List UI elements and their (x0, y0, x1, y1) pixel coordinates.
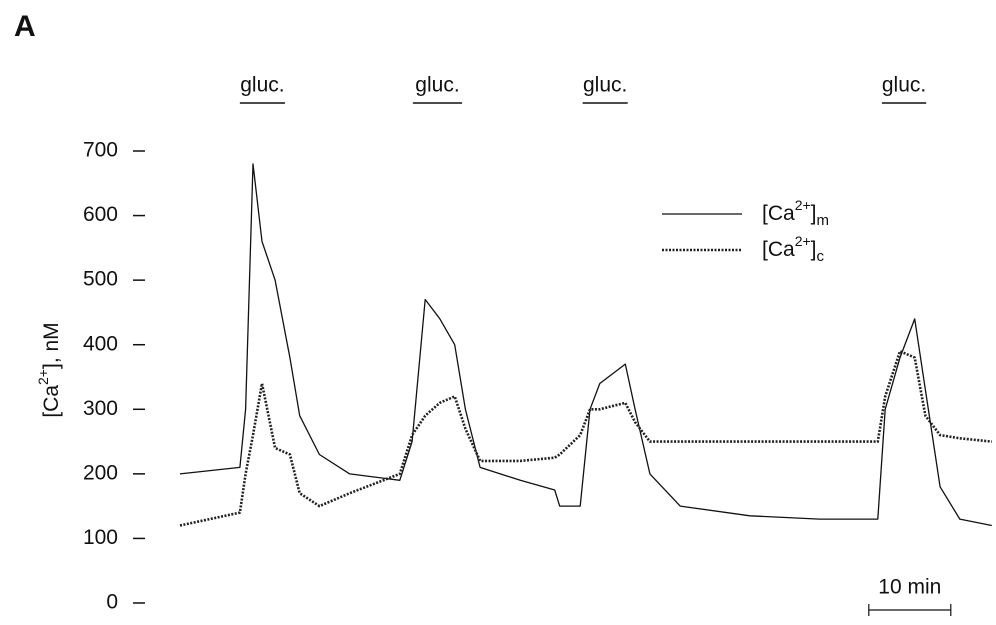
y-tick-label: 100 (83, 526, 118, 549)
y-tick-label: 700 (83, 139, 118, 162)
series-line (179, 349, 992, 527)
y-tick-label: 200 (83, 461, 118, 484)
scalebar-label: 10 min (878, 576, 941, 599)
y-tick-label: 400 (83, 332, 118, 355)
y-tick-label: 500 (83, 268, 118, 291)
y-tick-label: 300 (83, 397, 118, 420)
panel-label: A (14, 10, 36, 43)
y-tick-label: 600 (83, 203, 118, 226)
annotation-label: gluc. (240, 74, 284, 97)
y-tick-label: 0 (106, 591, 118, 614)
legend-label: [Ca2+]m (762, 197, 829, 229)
legend-label: [Ca2+]c (762, 233, 825, 265)
annotation-label: gluc. (882, 74, 926, 97)
annotation-label: gluc. (583, 74, 627, 97)
annotation-label: gluc. (415, 74, 459, 97)
y-axis-label: [Ca2+], nM (35, 322, 63, 417)
series-line (179, 163, 992, 527)
